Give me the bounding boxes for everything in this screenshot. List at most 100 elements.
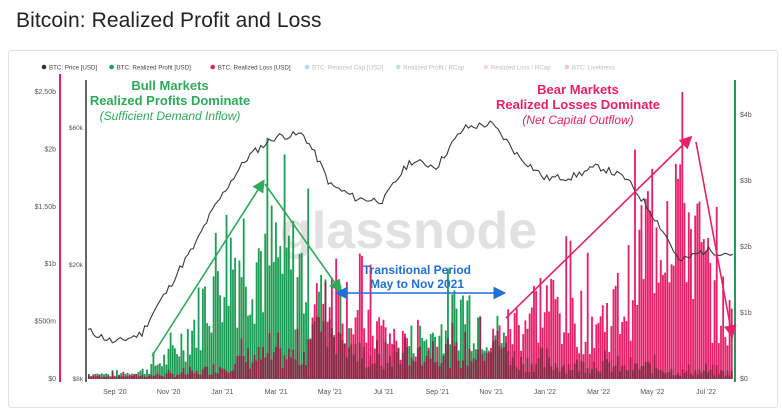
bar — [449, 344, 452, 379]
bar — [178, 356, 181, 379]
bar-overlap — [146, 377, 148, 379]
bar — [711, 342, 714, 379]
bar — [640, 205, 643, 379]
bar-overlap — [315, 316, 318, 379]
bar-overlap — [158, 375, 161, 379]
bar-overlap — [322, 321, 325, 379]
bar-overlap — [528, 371, 531, 379]
bar-overlap — [659, 370, 662, 379]
bar-overlap — [565, 373, 568, 379]
bar — [539, 277, 542, 379]
bar — [193, 319, 196, 379]
bar-overlap — [122, 375, 125, 379]
bar — [253, 323, 256, 379]
legend-item[interactable]: Realized Loss / RCap — [483, 65, 552, 72]
bar-overlap — [698, 369, 701, 379]
bar-overlap — [395, 351, 398, 379]
bar — [653, 293, 656, 379]
bar-overlap — [477, 349, 479, 379]
legend-item[interactable]: BTC: Price [USD] — [41, 65, 98, 72]
x-tick: Nov '20 — [157, 389, 181, 396]
legend-item[interactable]: BTC: Realized Profit [USD] — [109, 65, 191, 72]
bar — [573, 323, 576, 379]
bar-overlap — [683, 372, 686, 379]
bar-overlap — [109, 377, 112, 379]
bar-overlap — [576, 360, 578, 379]
bar-overlap — [384, 341, 387, 379]
bar — [681, 92, 684, 379]
bar — [143, 373, 146, 379]
legend-item[interactable]: Realized Profit / RCap — [395, 65, 465, 72]
bar — [530, 307, 533, 379]
bar — [655, 227, 658, 379]
bear-line3: (Net Capital Outflow) — [522, 113, 633, 127]
bar-overlap — [591, 368, 593, 379]
legend-label: BTC: Realized Loss [USD] — [218, 65, 291, 72]
bar — [713, 280, 716, 379]
bar — [550, 278, 553, 379]
bar-overlap — [419, 346, 421, 379]
bar — [382, 319, 385, 379]
bar — [421, 337, 424, 379]
bar-overlap — [169, 372, 172, 379]
bar-overlap — [313, 321, 316, 379]
bar-overlap — [466, 365, 469, 379]
bar-overlap — [361, 358, 363, 379]
bar — [556, 296, 559, 379]
bar-overlap — [500, 348, 503, 379]
bar-overlap — [107, 375, 110, 379]
bar-overlap — [558, 371, 561, 379]
bar-overlap — [251, 362, 254, 379]
bar-overlap — [365, 367, 368, 379]
bull-annotation: Bull Markets Realized Profits Dominate (… — [90, 78, 250, 123]
bar — [221, 322, 224, 379]
bar-overlap — [414, 361, 417, 379]
legend-item[interactable]: BTC: Realized Cap [USD] — [304, 65, 384, 72]
bar-overlap — [92, 375, 95, 379]
bar — [210, 332, 213, 379]
bar-overlap — [487, 352, 490, 379]
bar — [698, 201, 701, 379]
bar-overlap — [640, 366, 643, 379]
bar — [524, 320, 527, 379]
bar — [567, 333, 570, 379]
bar-overlap — [616, 355, 619, 379]
bar-overlap — [507, 351, 510, 379]
bar — [217, 271, 219, 379]
bar — [154, 365, 157, 379]
bar — [666, 201, 669, 379]
bar-overlap — [174, 377, 176, 379]
bar — [599, 316, 602, 379]
y-right-tick: $2b — [740, 244, 752, 251]
bar-overlap — [94, 376, 97, 379]
bar-overlap — [285, 359, 288, 379]
bar — [294, 329, 297, 379]
bar-overlap — [483, 360, 486, 379]
bar — [105, 373, 108, 379]
bar-overlap — [298, 365, 301, 379]
bar-overlap — [103, 376, 105, 379]
bar-overlap — [416, 347, 419, 379]
legend-item[interactable]: BTC: Realized Loss [USD] — [210, 65, 291, 72]
bar-overlap — [724, 375, 727, 379]
bar-overlap — [711, 364, 714, 379]
bar-overlap — [257, 346, 260, 379]
legend-item[interactable]: BTC: Liveliness — [564, 65, 615, 72]
bar — [649, 210, 651, 379]
bar-overlap — [715, 365, 718, 379]
bar-overlap — [137, 376, 140, 379]
x-axis: Sep '20 Nov '20 Jan '21 Mar '21 May '21 Jul '… — [103, 389, 716, 396]
bar-overlap — [221, 368, 224, 379]
bar-overlap — [219, 366, 221, 379]
bar-overlap — [664, 373, 667, 379]
bar — [227, 305, 230, 379]
bar-overlap — [455, 342, 458, 379]
bar-overlap — [126, 376, 129, 379]
bar — [621, 322, 624, 379]
bar — [429, 334, 432, 379]
bar — [717, 343, 720, 379]
bar-overlap — [653, 354, 656, 379]
bar-overlap — [238, 355, 241, 379]
bar-overlap — [279, 348, 282, 379]
bar — [270, 205, 273, 379]
